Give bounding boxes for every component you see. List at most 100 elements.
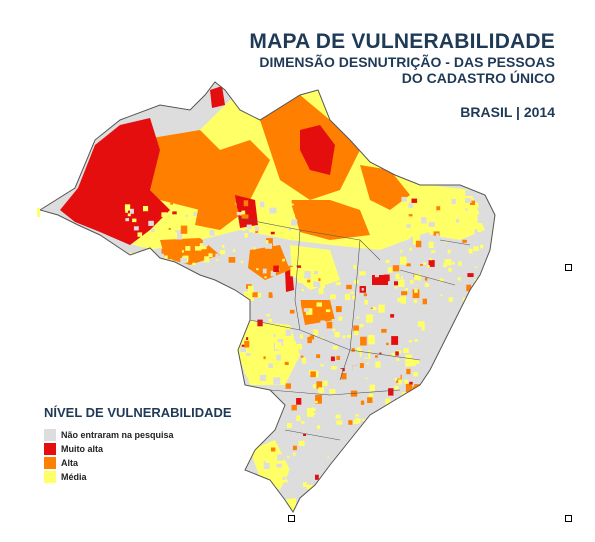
municipality-cell — [316, 302, 322, 307]
municipality-cell — [367, 370, 370, 374]
municipality-cell — [424, 277, 428, 281]
municipality-cell — [315, 474, 319, 480]
municipality-cell — [472, 202, 479, 208]
municipality-cell — [221, 245, 225, 248]
municipality-cell — [467, 273, 474, 277]
municipality-cell — [363, 496, 371, 502]
municipality-cell — [246, 337, 249, 340]
municipality-cell — [453, 287, 459, 294]
municipality-cell — [396, 374, 402, 383]
municipality-cell — [474, 232, 480, 240]
municipality-cell — [335, 414, 341, 419]
municipality-cell — [314, 456, 321, 462]
municipality-cell — [339, 346, 344, 351]
vulnerability-region-high — [290, 200, 370, 240]
municipality-cell — [285, 346, 293, 354]
municipality-cell — [472, 222, 478, 226]
municipality-cell — [384, 274, 390, 281]
resize-handle-right[interactable] — [565, 264, 572, 271]
municipality-cell — [293, 320, 301, 327]
municipality-cell — [336, 368, 343, 376]
municipality-cell — [364, 300, 368, 305]
municipality-cell — [294, 457, 299, 463]
municipality-cell — [383, 382, 390, 387]
municipality-cell — [302, 455, 306, 459]
municipality-cell — [348, 490, 352, 493]
municipality-cell — [455, 286, 458, 290]
municipality-cell — [329, 294, 336, 300]
municipality-cell — [268, 292, 273, 298]
municipality-cell — [359, 463, 366, 470]
municipality-cell — [439, 278, 444, 283]
municipality-cell — [369, 422, 375, 429]
legend-item-very-high: Muito alta — [44, 442, 232, 456]
legend-swatch — [44, 457, 56, 469]
legend: NÍVEL DE VULNERABILIDADE Não entraram na… — [44, 405, 232, 484]
municipality-cell — [368, 335, 375, 342]
resize-handle-bottom[interactable] — [288, 515, 295, 522]
municipality-cell — [473, 290, 480, 298]
municipality-cell — [385, 398, 391, 405]
municipality-cell — [482, 204, 485, 207]
municipality-cell — [412, 289, 420, 298]
municipality-cell — [414, 288, 418, 293]
municipality-cell — [354, 475, 361, 481]
municipality-cell — [374, 272, 379, 278]
municipality-cell — [401, 276, 403, 280]
municipality-cell — [403, 348, 409, 353]
vulnerability-region-high — [360, 165, 410, 210]
municipality-cell — [313, 410, 317, 413]
map-year: BRASIL | 2014 — [460, 104, 555, 120]
municipality-cell — [445, 241, 448, 244]
municipality-cell — [241, 344, 245, 347]
municipality-cell — [263, 356, 266, 360]
municipality-cell — [256, 348, 261, 352]
municipality-cell — [313, 281, 321, 287]
municipality-cell — [413, 280, 420, 285]
municipality-cell — [298, 288, 302, 292]
municipality-cell — [124, 262, 127, 264]
municipality-cell — [247, 322, 253, 328]
municipality-cell — [490, 299, 495, 304]
resize-handle-bottom-right[interactable] — [565, 515, 572, 522]
state-border — [269, 389, 401, 396]
municipality-cell — [354, 468, 359, 474]
municipality-cell — [400, 296, 406, 304]
municipality-cell — [354, 330, 359, 336]
municipality-cell — [397, 350, 402, 354]
municipality-cell — [271, 447, 276, 452]
municipality-cell — [328, 456, 333, 461]
municipality-cell — [443, 194, 448, 198]
municipality-cell — [398, 279, 405, 287]
vulnerability-region-very-high — [60, 118, 170, 245]
municipality-cell — [185, 246, 191, 251]
municipality-cell — [169, 211, 176, 218]
municipality-cell — [469, 193, 473, 196]
municipality-cell — [365, 377, 368, 380]
municipality-cell — [410, 393, 414, 396]
municipality-cell — [273, 265, 279, 272]
municipality-cell — [263, 327, 266, 330]
municipality-cell — [335, 306, 342, 313]
municipality-cell — [190, 248, 195, 255]
municipality-cell — [296, 265, 301, 268]
map-island — [37, 208, 40, 217]
state-border — [399, 269, 456, 286]
municipality-cell — [313, 329, 319, 336]
municipality-cell — [446, 213, 452, 220]
municipality-cell — [405, 287, 408, 291]
municipality-cell — [356, 347, 361, 352]
municipality-cell — [322, 380, 328, 386]
municipality-cell — [168, 228, 171, 230]
municipality-cell — [356, 432, 363, 442]
municipality-cell — [292, 486, 298, 494]
municipality-cell — [354, 418, 361, 424]
municipality-cell — [292, 408, 298, 414]
municipality-cell — [215, 259, 219, 262]
municipality-cell — [350, 465, 354, 468]
municipality-cell — [240, 388, 244, 393]
municipality-cell — [320, 320, 326, 327]
municipality-cell — [208, 253, 213, 258]
municipality-cell — [240, 260, 244, 263]
municipality-cell — [476, 285, 480, 290]
